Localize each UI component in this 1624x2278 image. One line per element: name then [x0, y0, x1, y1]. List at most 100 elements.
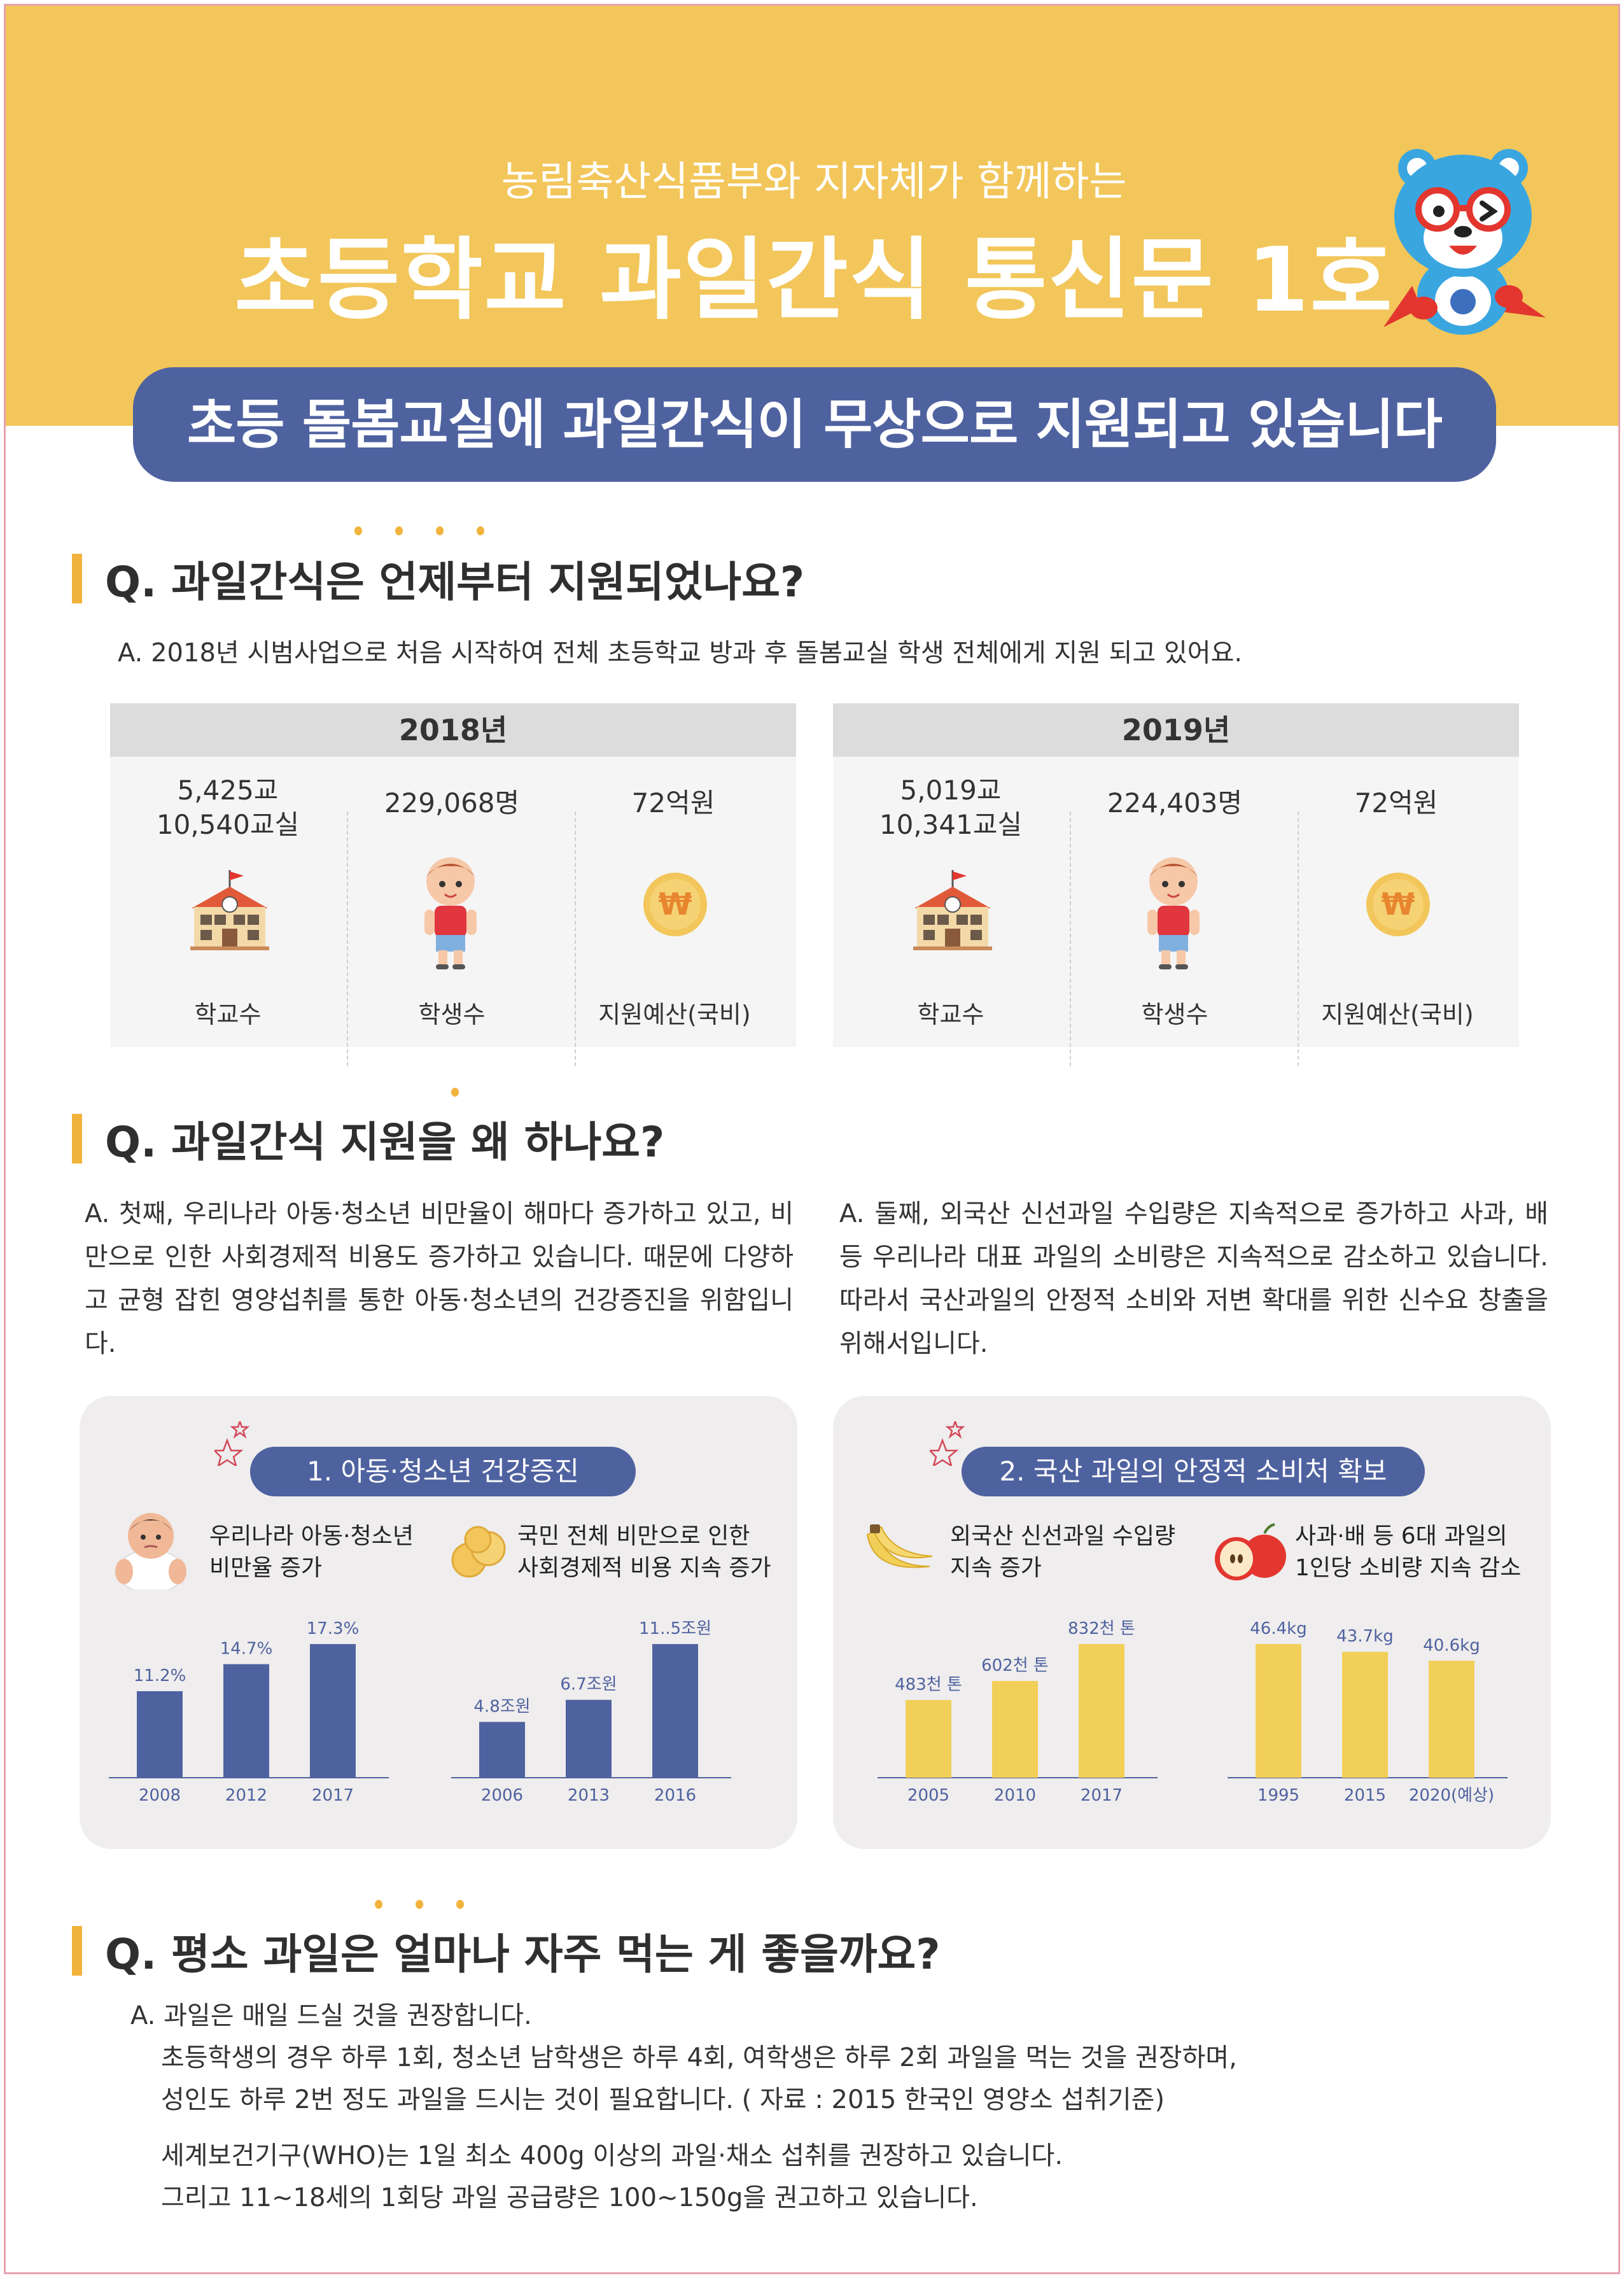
card-item-2-line2: 사회경제적 비용 지속 증가 [517, 1555, 771, 1581]
bar [1256, 1644, 1301, 1778]
x-tick-label: 2013 [568, 1786, 610, 1805]
obesity-cost-chart: 4.8조원 2006 6.7조원 2013 11..5조원 2016 [451, 1619, 731, 1805]
bar [906, 1700, 951, 1778]
data-label: 483천 톤 [895, 1675, 962, 1694]
card-item-1-line2: 지속 증가 [950, 1555, 1042, 1581]
apple-icon [1215, 1523, 1286, 1580]
school-count-label: 학교수 [917, 1001, 984, 1029]
card-item-2-line2: 1인당 소비량 지속 감소 [1295, 1555, 1522, 1581]
bar [1429, 1661, 1474, 1778]
card-item-2-line1: 사과·배 등 6대 과일의 [1295, 1523, 1508, 1549]
answer-3-line-1: A. 과일은 매일 드실 것을 권장합니다. [130, 2001, 532, 2030]
emphasis-dots [375, 1900, 464, 1909]
bar [137, 1691, 183, 1778]
x-tick-label: 2005 [907, 1786, 949, 1805]
school-count-value: 5,019교 [900, 775, 1002, 806]
page: 농림축산식품부와 지자체가 함께하는 초등학교 과일간식 통신문 1호 초등 돌… [4, 4, 1620, 2274]
card-item-1: 우리나라 아동·청소년 비만율 증가 [209, 1521, 414, 1584]
heading-marker [72, 1926, 82, 1976]
x-tick-label: 2008 [139, 1786, 181, 1805]
divider [575, 812, 576, 1066]
question-3-heading: Q. 평소 과일은 얼마나 자주 먹는 게 좋을까요? [72, 1920, 941, 1981]
question-3-title: Q. 평소 과일은 얼마나 자주 먹는 게 좋을까요? [105, 1930, 941, 1979]
student-count-label: 학생수 [1141, 1001, 1208, 1029]
bar [566, 1699, 612, 1778]
school-count-label: 학교수 [194, 1001, 262, 1029]
student-count-value: 224,403명 [1107, 787, 1243, 819]
data-label: 11..5조원 [639, 1619, 711, 1638]
card-item-1-line2: 비만율 증가 [209, 1555, 323, 1581]
divider [1298, 812, 1299, 1066]
budget-value: 72억원 [631, 787, 715, 819]
consumption-card: 2. 국산 과일의 안정적 소비처 확보 외국산 신선과일 수입량 지속 증가 … [833, 1396, 1551, 1849]
won-coin-icon: ₩ [643, 873, 707, 936]
bar [223, 1664, 269, 1778]
bar [1079, 1644, 1124, 1778]
answer-3-line-3: 성인도 하루 2번 정도 과일을 드시는 것이 필요합니다. ( 자료 : 20… [161, 2085, 1165, 2114]
question-1-title: Q. 과일간식은 언제부터 지원되었나요? [105, 558, 805, 607]
card-item-2: 국민 전체 비만으로 인한 사회경제적 비용 지속 증가 [517, 1521, 771, 1584]
budget-value: 72억원 [1354, 787, 1438, 819]
main-banner: 초등 돌봄교실에 과일간식이 무상으로 지원되고 있습니다 [133, 367, 1496, 482]
card-item-2-line1: 국민 전체 비만으로 인한 [517, 1523, 750, 1549]
data-label: 46.4kg [1250, 1619, 1306, 1638]
year-stats-2019: 2019년 5,019교 10,341교실 224,403명 72억원 [833, 703, 1519, 1066]
bar [479, 1722, 525, 1778]
card-title-pill: 1. 아동·청소년 건강증진 [250, 1447, 636, 1496]
card-item-2: 사과·배 등 6대 과일의 1인당 소비량 지속 감소 [1295, 1521, 1521, 1584]
school-count: 5,425교 10,540교실 [123, 773, 333, 842]
emphasis-dots [354, 526, 484, 535]
star-doodle-icon [930, 1421, 965, 1466]
year-header: 2019년 [833, 703, 1519, 757]
fruit-consumption-chart: 46.4kg 1995 43.7kg 2015 40.6kg 2020(예상) [1228, 1619, 1508, 1805]
answer-1: A. 2018년 시범사업으로 처음 시작하여 전체 초등학교 방과 후 돌봄교… [118, 638, 1243, 668]
card-title-pill: 2. 국산 과일의 안정적 소비처 확보 [962, 1447, 1425, 1496]
year-header: 2018년 [110, 703, 796, 757]
school-count-value: 5,425교 [177, 775, 279, 806]
school-count: 5,019교 10,341교실 [846, 773, 1056, 842]
data-label: 40.6kg [1423, 1636, 1480, 1655]
student-count-value: 229,068명 [384, 787, 520, 819]
data-label: 43.7kg [1336, 1627, 1393, 1646]
student-count: 229,068명 [347, 786, 557, 820]
classroom-count-value: 10,540교실 [156, 809, 300, 840]
question-2-title: Q. 과일간식 지원을 왜 하나요? [105, 1118, 665, 1167]
x-tick-label: 2006 [481, 1786, 523, 1805]
x-tick-label: 2012 [225, 1786, 267, 1805]
classroom-count-value: 10,341교실 [879, 809, 1023, 840]
data-label: 17.3% [307, 1619, 360, 1638]
answer-3-line-2: 초등학생의 경우 하루 1회, 청소년 남학생은 하루 4회, 여학생은 하루 … [161, 2043, 1237, 2072]
budget-amount: 72억원 [568, 786, 778, 820]
data-label: 4.8조원 [473, 1697, 530, 1716]
header-background [6, 6, 1618, 426]
x-tick-label: 2015 [1344, 1786, 1386, 1805]
x-tick-label: 2017 [1081, 1786, 1123, 1805]
overweight-child-icon [115, 1513, 186, 1589]
card-item-1: 외국산 신선과일 수입량 지속 증가 [950, 1521, 1175, 1584]
bar [992, 1681, 1038, 1778]
emphasis-dots [451, 1088, 459, 1097]
data-label: 6.7조원 [560, 1675, 617, 1694]
bar [1342, 1652, 1388, 1778]
x-tick-label: 2017 [312, 1786, 354, 1805]
bar [652, 1644, 698, 1778]
heading-marker [72, 1114, 82, 1164]
won-coin-icon: ₩ [1366, 873, 1430, 936]
answer-3-line-4: 세계보건기구(WHO)는 1일 최소 400g 이상의 과일·채소 섭취를 권장… [161, 2141, 1063, 2170]
health-card: 1. 아동·청소년 건강증진 우리나라 아동·청소년 비만율 증가 국민 전체 … [80, 1396, 797, 1849]
x-tick-label: 1995 [1257, 1786, 1299, 1805]
x-tick-label: 2020(예상) [1409, 1786, 1494, 1805]
divider [347, 812, 348, 1066]
school-icon [913, 870, 992, 950]
budget-label: 지원예산(국비) [598, 1001, 751, 1029]
x-tick-label: 2010 [994, 1786, 1036, 1805]
fruit-import-chart: 483천 톤 2005 602천 톤 2010 832천 톤 2017 [878, 1619, 1158, 1805]
data-label: 602천 톤 [981, 1656, 1049, 1675]
answer-2-left: A. 첫째, 우리나라 아동·청소년 비만율이 해마다 증가하고 있고, 비만으… [85, 1199, 794, 1358]
student-icon [424, 857, 477, 969]
data-label: 11.2% [134, 1666, 186, 1685]
obesity-rate-chart: 11.2% 2008 14.7% 2012 17.3% 2017 [109, 1619, 389, 1805]
answer-2-right: A. 둘째, 외국산 신선과일 수입량은 지속적으로 증가하고 사과, 배 등 … [839, 1199, 1548, 1358]
header-title: 초등학교 과일간식 통신문 1호 [234, 229, 1394, 332]
budget-label: 지원예산(국비) [1321, 1001, 1474, 1029]
